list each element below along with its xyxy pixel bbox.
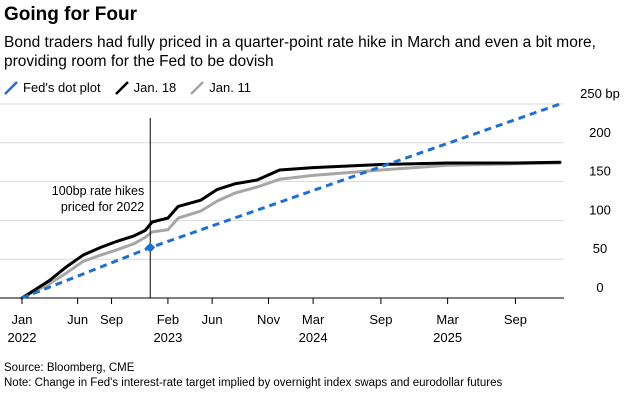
- chart-subtitle: Bond traders had fully priced in a quart…: [4, 34, 596, 70]
- chart-title: Going for Four: [4, 4, 137, 25]
- legend-swatch-jan11: [190, 80, 205, 95]
- y-tick-label: 150: [589, 164, 611, 179]
- x-year-label: 2022: [8, 330, 37, 345]
- legend-item-jan18: Jan. 18: [114, 80, 177, 95]
- series-line-jan-18: [20, 160, 562, 300]
- legend-swatch-jan18: [114, 80, 129, 95]
- x-tick-label: Sep: [369, 312, 392, 327]
- x-tick-label: Sep: [100, 312, 123, 327]
- x-tick-label: Jun: [67, 312, 88, 327]
- x-tick-label: Sep: [504, 312, 527, 327]
- x-year-label: 2023: [153, 330, 182, 345]
- legend: Fed's dot plot Jan. 18 Jan. 11: [4, 80, 265, 95]
- legend-item-dot-plot: Fed's dot plot: [4, 80, 101, 95]
- note-text: Note: Change in Fed's interest-rate targ…: [4, 377, 503, 389]
- x-year-label: 2024: [299, 330, 328, 345]
- x-tick-label: Nov: [257, 312, 281, 327]
- x-year-label: 2025: [433, 330, 462, 345]
- source-text: Source: Bloomberg, CME: [4, 362, 135, 374]
- y-tick-label: 50: [593, 241, 607, 256]
- legend-label-dot-plot: Fed's dot plot: [23, 80, 101, 95]
- annotation-text: 100bp rate hikes: [52, 184, 144, 198]
- y-tick-label: 100: [589, 202, 611, 217]
- legend-swatch-dot-plot: [4, 80, 18, 95]
- y-tick-label: 250 bp: [580, 86, 620, 101]
- y-tick-label: 0: [596, 280, 603, 295]
- x-tick-label: Feb: [157, 312, 179, 327]
- x-tick-label: Mar: [436, 312, 459, 327]
- y-tick-label: 200: [589, 125, 611, 140]
- legend-label-jan18: Jan. 18: [133, 80, 177, 95]
- legend-item-jan11: Jan. 11: [190, 80, 251, 95]
- x-tick-label: Jun: [202, 312, 223, 327]
- annotation-marker: [145, 242, 156, 253]
- x-tick-label: Mar: [302, 312, 325, 327]
- series-line-jan-11: [20, 161, 562, 300]
- legend-label-jan11: Jan. 11: [209, 80, 251, 95]
- line-chart: 0 50 100 150 200 250 bp Jan 2022 Jun Sep Feb 2023 Ju…: [0, 86, 620, 345]
- x-tick-label: Jan: [12, 312, 33, 327]
- annotation-text: priced for 2022: [61, 200, 144, 214]
